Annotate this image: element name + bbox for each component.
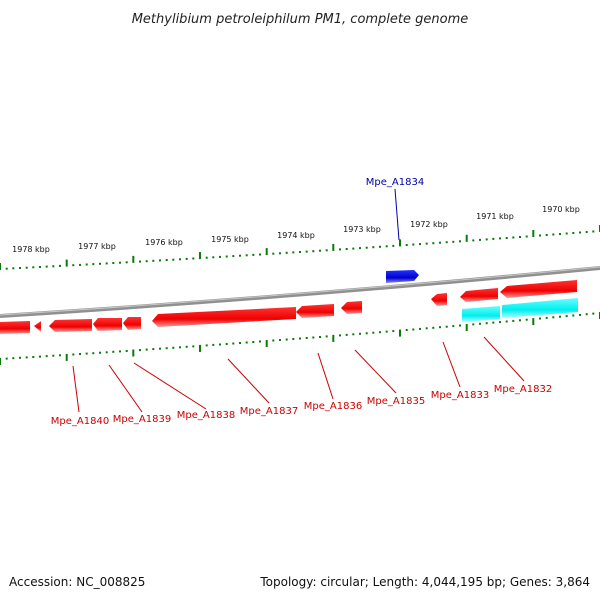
- rna-feature-2[interactable]: [502, 298, 578, 318]
- rna-feature-1[interactable]: [462, 306, 500, 322]
- gene-Mpe_A1834[interactable]: [386, 270, 419, 283]
- scale-label-1978: 1978 kbp: [12, 245, 50, 254]
- gene-Mpe_A1839[interactable]: [49, 319, 92, 332]
- gene-label-Mpe_A1834[interactable]: Mpe_A1834: [366, 177, 424, 188]
- gene-labels: Mpe_A1834 Mpe_A1840 Mpe_A1839 Mpe_A1838 …: [51, 177, 552, 427]
- scale-label-1973: 1973 kbp: [343, 225, 381, 234]
- genome-summary-text: Topology: circular; Length: 4,044,195 bp…: [259, 575, 590, 589]
- gene-label-Mpe_A1836[interactable]: Mpe_A1836: [304, 401, 362, 412]
- scale-label-1970: 1970 kbp: [542, 205, 580, 214]
- gene-Mpe_A1835[interactable]: [341, 301, 362, 314]
- gene-Mpe_A1832-a[interactable]: [460, 288, 498, 302]
- scale-ticks-inner: [0, 312, 600, 365]
- gene-label-Mpe_A1840[interactable]: Mpe_A1840: [51, 416, 109, 427]
- gene-Mpe_A1833[interactable]: [431, 293, 447, 306]
- scale-label-1975: 1975 kbp: [211, 235, 249, 244]
- genome-backbone: [0, 266, 600, 318]
- genome-backbone-highlight: [0, 266, 600, 316]
- gene-Mpe_A1836[interactable]: [296, 304, 334, 318]
- scale-label-1977: 1977 kbp: [78, 242, 116, 251]
- gene-label-Mpe_A1838[interactable]: Mpe_A1838: [177, 410, 235, 421]
- scale-label-1972: 1972 kbp: [410, 220, 448, 229]
- scale-label-1976: 1976 kbp: [145, 238, 183, 247]
- gene-Mpe_A1840[interactable]: [0, 321, 30, 334]
- gene-Mpe_A1838[interactable]: [93, 318, 122, 331]
- scale-label-1971: 1971 kbp: [476, 212, 514, 221]
- rna-features: [462, 298, 578, 322]
- gene-label-Mpe_A1833[interactable]: Mpe_A1833: [431, 390, 489, 401]
- map-title: Methylibium petroleiphilum PM1, complete…: [132, 12, 469, 27]
- scale-label-1974: 1974 kbp: [277, 231, 315, 240]
- gene-Mpe_A1832-b[interactable]: [500, 280, 577, 298]
- gene-fragment[interactable]: [34, 321, 41, 332]
- scale-ticks-outer: [0, 225, 600, 270]
- gene-small-a[interactable]: [123, 317, 141, 330]
- reverse-genes: [0, 280, 577, 334]
- label-leaders: [72, 188, 525, 413]
- scale-labels: 1978 kbp 1977 kbp 1976 kbp 1975 kbp 1974…: [12, 205, 580, 254]
- gene-label-Mpe_A1839[interactable]: Mpe_A1839: [113, 414, 171, 425]
- accession-text: Accession: NC_008825: [9, 575, 145, 589]
- gene-label-Mpe_A1837[interactable]: Mpe_A1837: [240, 406, 298, 417]
- gene-Mpe_A1837[interactable]: [152, 307, 296, 327]
- gene-label-Mpe_A1835[interactable]: Mpe_A1835: [367, 396, 425, 407]
- gene-label-Mpe_A1832[interactable]: Mpe_A1832: [494, 384, 552, 395]
